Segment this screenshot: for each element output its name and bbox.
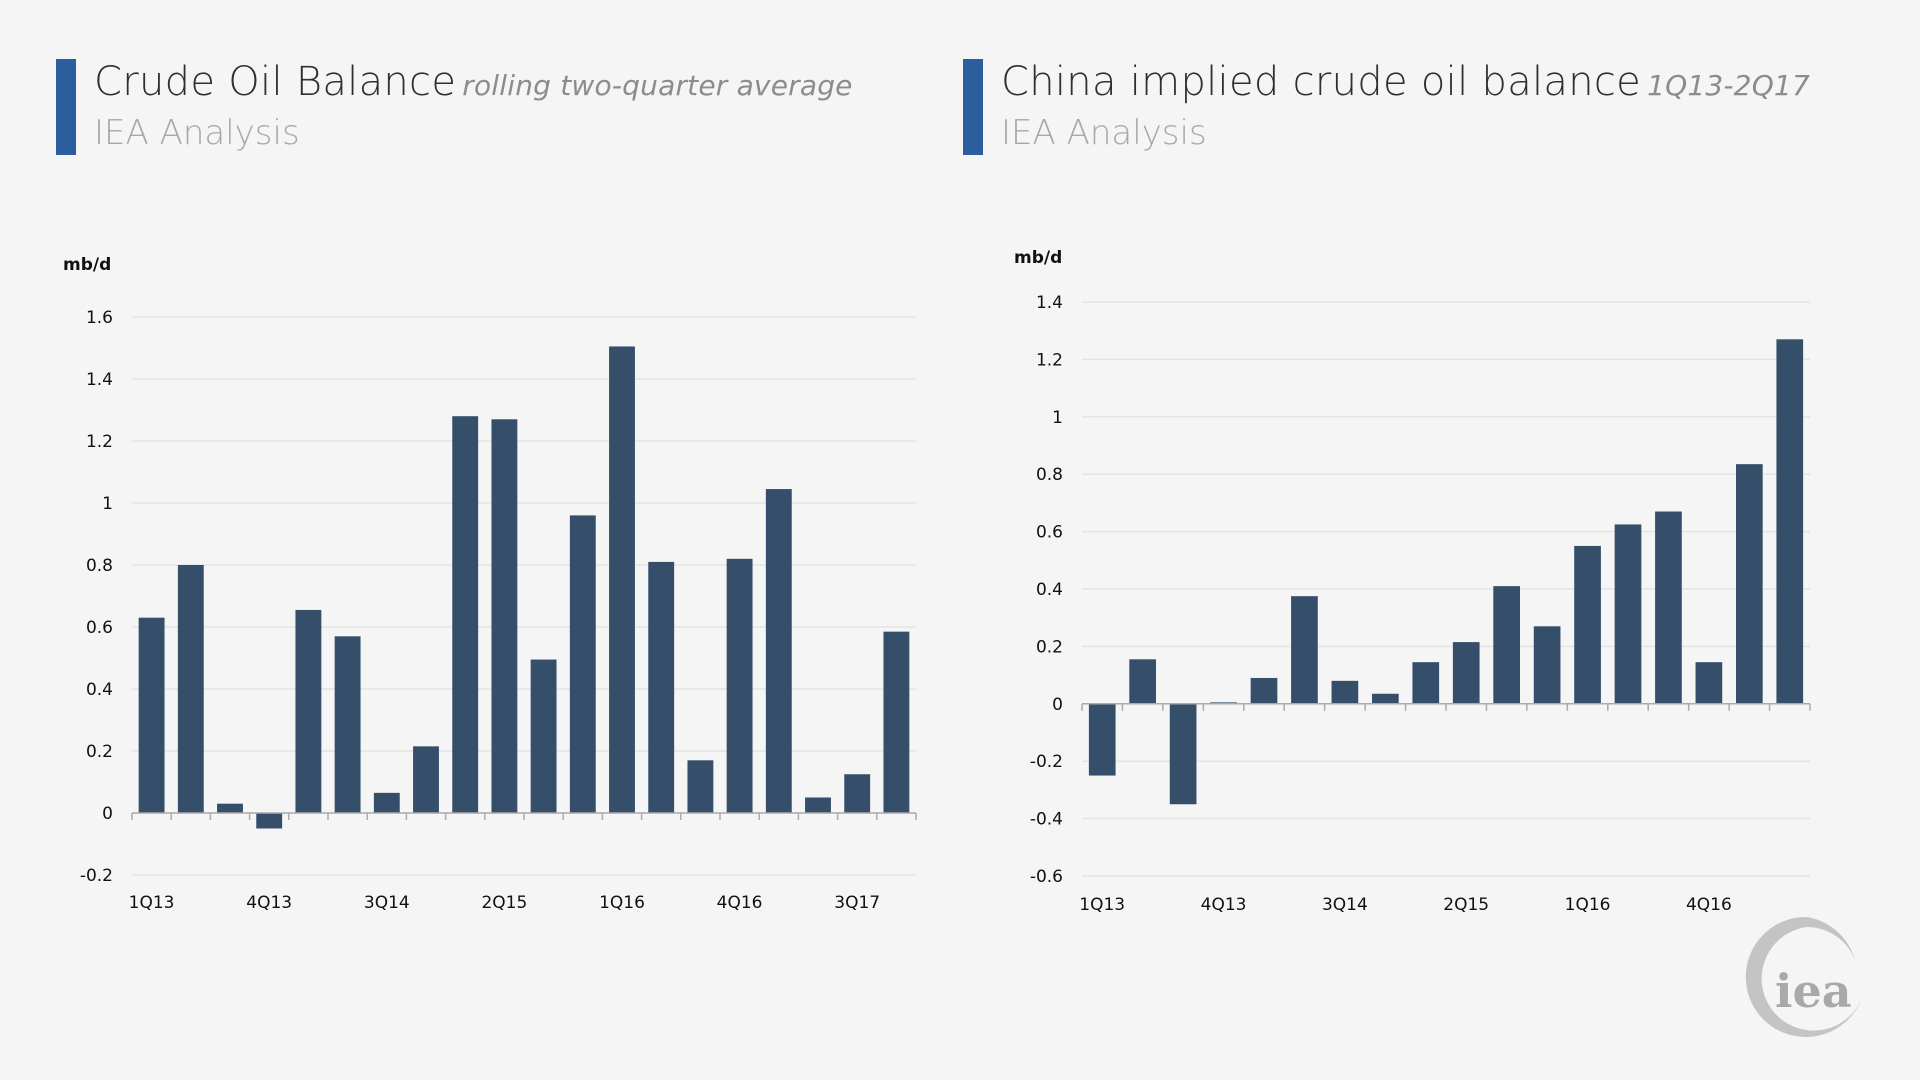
y-tick-label: -0.6	[1030, 867, 1063, 887]
x-tick-label: 4Q16	[1686, 895, 1732, 915]
bar-1Q17	[765, 489, 792, 813]
x-tick-label: 1Q16	[599, 893, 645, 913]
y-tick-label: 1	[102, 494, 113, 514]
y-tick-label: 0	[102, 804, 113, 824]
left-title-main: Crude Oil Balance	[94, 59, 457, 105]
bar-2Q17	[805, 797, 831, 813]
y-tick-label: 0.4	[86, 680, 113, 700]
left-chart-source: IEA Analysis	[94, 113, 300, 153]
x-tick-label: 1Q13	[129, 893, 175, 913]
bar-4Q17	[883, 631, 910, 813]
y-tick-label: 0.6	[1036, 523, 1063, 543]
y-axis-unit-label: mb/d	[63, 255, 111, 275]
bar-4Q16	[726, 558, 753, 813]
y-tick-label: 1.6	[86, 308, 113, 328]
y-tick-label: 1	[1052, 408, 1063, 428]
bar-2Q13	[1129, 659, 1157, 704]
x-tick-label: 4Q13	[246, 893, 292, 913]
bar-3Q13	[1169, 703, 1197, 805]
right-chart-title: China implied crude oil balance 1Q13-2Q17	[1001, 59, 1810, 105]
bar-2Q13	[177, 565, 204, 813]
x-tick-label: 4Q16	[717, 893, 763, 913]
bar-1Q13	[1088, 703, 1116, 776]
x-tick-label: 2Q15	[1443, 895, 1489, 915]
y-tick-label: -0.4	[1030, 810, 1063, 830]
x-tick-label: 3Q17	[834, 893, 880, 913]
right-title-main: China implied crude oil balance	[1001, 59, 1642, 105]
bar-3Q15	[530, 659, 557, 813]
y-tick-label: -0.2	[80, 866, 113, 886]
left-accent-bar	[56, 59, 76, 155]
bar-3Q14	[1331, 680, 1359, 704]
x-tick-label: 3Q14	[364, 893, 410, 913]
bar-3Q16	[1655, 511, 1682, 704]
bar-3Q17	[844, 774, 871, 813]
x-tick-label: 1Q16	[1565, 895, 1611, 915]
bar-4Q15	[1533, 626, 1561, 704]
x-tick-label: 1Q13	[1079, 895, 1125, 915]
bar-1Q15	[452, 416, 479, 813]
bar-4Q16	[1695, 662, 1723, 704]
bar-2Q15	[491, 419, 518, 813]
right-chart-header: China implied crude oil balance 1Q13-2Q17…	[963, 59, 1863, 155]
y-tick-label: 0.4	[1036, 580, 1063, 600]
bar-1Q16	[1574, 545, 1601, 704]
left-chart-header: Crude Oil Balance rolling two-quarter ave…	[56, 59, 936, 155]
bar-4Q13	[256, 813, 283, 829]
y-tick-label: 1.4	[86, 370, 113, 390]
y-tick-label: 0	[1052, 695, 1063, 715]
bar-2Q14	[334, 636, 361, 813]
bar-2Q16	[1614, 524, 1642, 704]
left-bar-chart: mb/d -0.2 0 0.2 0.4 0.6 0.8 1 1.2 1.4 1.6 1Q13 4Q13 3…	[63, 255, 917, 913]
bar-2Q14	[1291, 596, 1318, 704]
bar-1Q17	[1735, 464, 1763, 704]
iea-logo: iea	[1745, 916, 1863, 1037]
bar-3Q14	[373, 792, 400, 813]
x-tick-label: 3Q14	[1322, 895, 1368, 915]
y-tick-label: 0.2	[86, 742, 113, 762]
bar-1Q14	[295, 609, 322, 813]
bar-4Q14	[1371, 693, 1399, 704]
bar-2Q15	[1452, 642, 1480, 704]
bar-3Q15	[1493, 586, 1521, 704]
right-title-qualifier: 1Q13-2Q17	[1647, 69, 1810, 102]
right-accent-bar	[963, 59, 983, 155]
y-tick-label: 0.8	[1036, 465, 1063, 485]
y-tick-label: 0.6	[86, 618, 113, 638]
right-bar-chart: mb/d -0.6 -0.4 -0.2 0 0.2 0.4 0.6 0.8 1 1.2 1.4 1Q13…	[1014, 248, 1811, 915]
y-axis-unit-label: mb/d	[1014, 248, 1062, 268]
logo-text: iea	[1775, 964, 1852, 1018]
right-chart-source: IEA Analysis	[1001, 113, 1207, 153]
bar-1Q16	[609, 346, 635, 813]
y-tick-label: 0.8	[86, 556, 113, 576]
bar-1Q13	[138, 617, 165, 813]
bar-3Q13	[217, 803, 243, 813]
bar-4Q14	[413, 746, 439, 813]
y-tick-label: 1.2	[1036, 350, 1063, 370]
bar-1Q14	[1250, 677, 1278, 704]
bar-2Q17	[1776, 339, 1804, 704]
y-tick-label: -0.2	[1030, 752, 1063, 772]
bar-3Q16	[687, 760, 714, 813]
bar-4Q15	[569, 515, 596, 813]
x-tick-label: 2Q15	[481, 893, 527, 913]
y-tick-label: 0.2	[1036, 637, 1063, 657]
y-tick-label: 1.2	[86, 432, 113, 452]
y-tick-label: 1.4	[1036, 293, 1063, 313]
left-chart-title: Crude Oil Balance rolling two-quarter ave…	[94, 59, 853, 105]
left-title-qualifier: rolling two-quarter average	[462, 69, 853, 102]
bar-2Q16	[648, 561, 675, 813]
bar-1Q15	[1412, 662, 1440, 704]
x-tick-label: 4Q13	[1201, 895, 1247, 915]
